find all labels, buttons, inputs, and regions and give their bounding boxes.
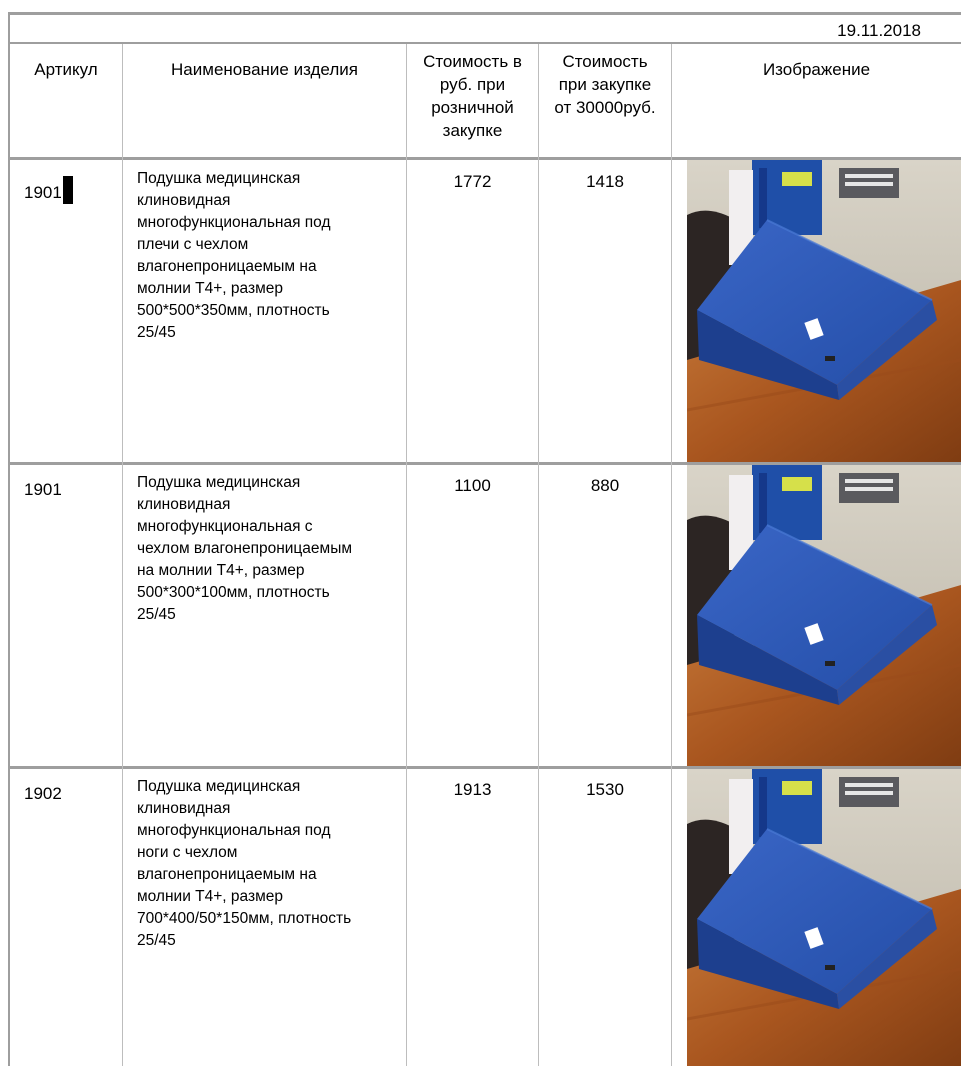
col-divider-1 bbox=[122, 44, 123, 1066]
wedge-pillow-photo-icon bbox=[687, 160, 961, 462]
row-2-article: 1901 bbox=[24, 480, 62, 499]
row-2-product-photo bbox=[687, 465, 961, 766]
row-2-name: Подушка медицинская клиновидная многофун… bbox=[137, 474, 352, 623]
wedge-pillow-photo-icon bbox=[687, 769, 961, 1066]
header-retail-price: Стоимость в руб. при розничной закупке bbox=[423, 52, 522, 140]
row-3-article: 1902 bbox=[24, 784, 62, 803]
row-1-article: 1901 bbox=[24, 176, 73, 204]
header-name: Наименование изделия bbox=[171, 60, 358, 79]
row-1-product-photo bbox=[687, 160, 961, 462]
row-3-wholesale-price: 1530 bbox=[586, 780, 624, 799]
header-wholesale-price: Стоимость при закупке от 30000руб. bbox=[554, 52, 656, 117]
left-border bbox=[8, 12, 10, 1066]
top-border bbox=[8, 12, 961, 15]
col-divider-2 bbox=[406, 44, 407, 1066]
row-2-wholesale-price: 880 bbox=[590, 476, 620, 495]
row-1-name: Подушка медицинская клиновидная многофун… bbox=[137, 170, 331, 341]
header-bottom-border bbox=[8, 157, 961, 160]
row-1-wholesale-price: 1418 bbox=[586, 172, 624, 191]
text-cursor bbox=[62, 176, 73, 204]
row-3-name: Подушка медицинская клиновидная многофун… bbox=[137, 778, 352, 949]
col-divider-4 bbox=[671, 44, 672, 1066]
row-3-product-photo bbox=[687, 769, 961, 1066]
row-3-retail-price: 1913 bbox=[453, 780, 492, 799]
row-1-retail-price: 1772 bbox=[453, 172, 492, 191]
date-row-bottom-border bbox=[8, 42, 961, 44]
document-date: 19.11.2018 bbox=[837, 21, 921, 40]
header-image: Изображение bbox=[762, 60, 871, 79]
row-1-bottom-border bbox=[8, 462, 961, 465]
col-divider-3 bbox=[538, 44, 539, 1066]
wedge-pillow-photo-icon bbox=[687, 465, 961, 766]
row-2-bottom-border bbox=[8, 766, 961, 769]
row-2-retail-price: 1100 bbox=[454, 476, 491, 495]
header-article: Артикул bbox=[34, 60, 98, 79]
